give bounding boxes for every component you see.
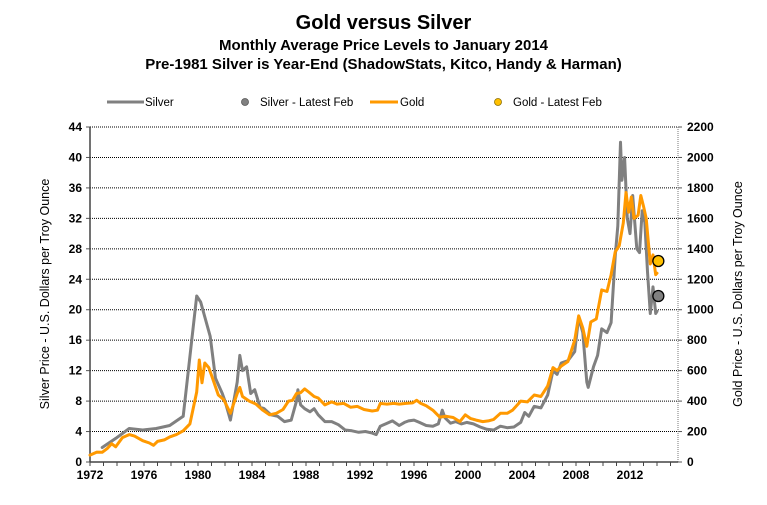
x-tick-label: 2008: [563, 468, 590, 482]
y-left-tick-label: 4: [75, 425, 82, 439]
y-right-tick-label: 1600: [687, 211, 714, 225]
x-tick-label: 2004: [509, 468, 536, 482]
y-left-tick-label: 44: [69, 120, 83, 134]
y-axis-left-title: Silver Price - U.S. Dollars per Troy Oun…: [38, 179, 52, 410]
series-line-gold: [88, 191, 659, 457]
chart-subtitle: Monthly Average Price Levels to January …: [218, 37, 549, 54]
gridlines: [90, 126, 678, 433]
series-layer: [88, 140, 659, 457]
x-tick-label: 1996: [401, 468, 428, 482]
y-right-tick-label: 600: [687, 364, 707, 378]
legend-marker-gold-latest: [494, 98, 502, 106]
x-tick-label: 1972: [77, 468, 104, 482]
y-right-tick-label: 2200: [687, 120, 714, 134]
y-right-tick-label: 1200: [687, 272, 714, 286]
legend-label-gold-latest: Gold - Latest Feb: [513, 97, 602, 109]
y-left-tick-label: 40: [69, 150, 83, 164]
y-left-tick-label: 20: [69, 303, 83, 317]
y-right-tick-label: 1400: [687, 242, 714, 256]
x-tick-label: 1980: [185, 468, 212, 482]
y-right-tick-label: 0: [687, 455, 694, 469]
y-left-tick-label: 24: [69, 272, 83, 286]
y-left-tick-label: 28: [69, 242, 83, 256]
legend-label-silver: Silver: [145, 97, 174, 109]
x-tick-label: 1988: [293, 468, 320, 482]
x-tick-label: 1992: [347, 468, 374, 482]
y-left-tick-label: 12: [69, 364, 83, 378]
y-left-tick-label: 36: [69, 181, 83, 195]
marker-layer: [652, 254, 665, 303]
y-left-tick-label: 32: [69, 211, 83, 225]
y-right-tick-label: 200: [687, 425, 707, 439]
y-right-tick-label: 1800: [687, 181, 714, 195]
legend-label-gold: Gold: [400, 97, 424, 109]
y-left-tick-label: 16: [69, 333, 83, 347]
y-right-tick-label: 2000: [687, 150, 714, 164]
x-tick-label: 2000: [455, 468, 482, 482]
chart-subtitle-2: Pre-1981 Silver is Year-End (ShadowStats…: [145, 56, 622, 73]
y-axis-right-title: Gold Price - U.S. Dollars per Troy Ounce: [731, 181, 745, 407]
marker-gold-latest-feb: [652, 254, 665, 268]
y-right-tick-label: 1000: [687, 303, 714, 317]
y-right-tick-label: 800: [687, 333, 707, 347]
marker-silver-latest-feb: [652, 289, 665, 303]
series-line-silver: [100, 140, 659, 449]
y-right-tick-label: 400: [687, 394, 707, 408]
legend: Silver Silver - Latest Feb Gold Gold - L…: [107, 97, 602, 109]
y-left-tick-label: 0: [75, 455, 82, 469]
legend-marker-silver-latest: [241, 98, 249, 106]
x-tick-label: 2012: [617, 468, 644, 482]
y-left-tick-label: 8: [75, 394, 82, 408]
legend-label-silver-latest: Silver - Latest Feb: [260, 97, 353, 109]
x-tick-label: 1984: [239, 468, 266, 482]
chart-title: Gold versus Silver: [295, 12, 472, 34]
x-tick-label: 1976: [131, 468, 158, 482]
